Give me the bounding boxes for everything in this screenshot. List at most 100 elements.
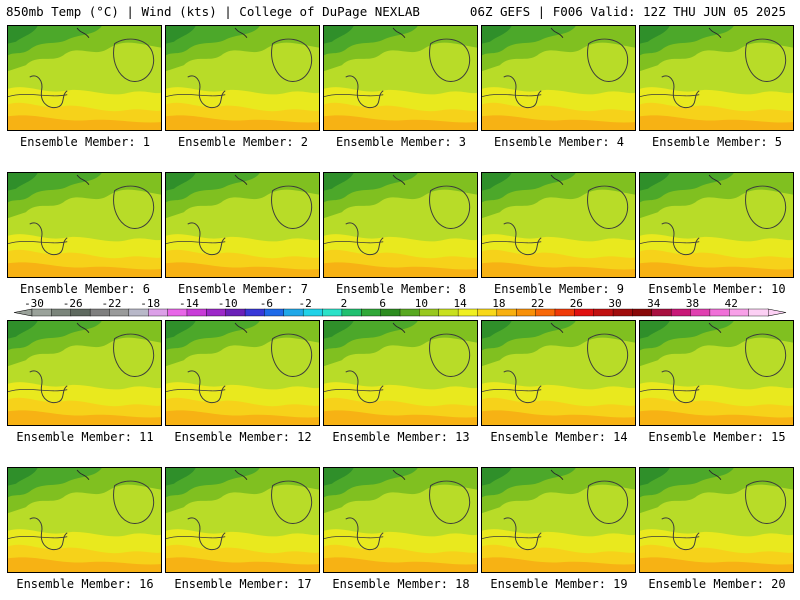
colorbar-swatch xyxy=(612,308,633,317)
ensemble-member-label: Ensemble Member: 18 xyxy=(332,577,470,591)
ensemble-member-label: Ensemble Member: 17 xyxy=(174,577,312,591)
colorbar-tick-label: -14 xyxy=(179,297,199,310)
ensemble-member-map xyxy=(639,320,794,426)
ensemble-member-label: Ensemble Member: 4 xyxy=(493,135,625,149)
colorbar-swatch xyxy=(70,308,91,317)
colorbar-swatch xyxy=(748,308,769,317)
colorbar-swatch xyxy=(51,308,72,317)
colorbar-tick-label: 30 xyxy=(608,297,621,310)
ensemble-member-map xyxy=(165,25,320,131)
colorbar-tick-label: -10 xyxy=(218,297,238,310)
ensemble-member-label: Ensemble Member: 19 xyxy=(490,577,628,591)
colorbar-swatch xyxy=(302,308,324,317)
colorbar-tick-label: 18 xyxy=(492,297,505,310)
ensemble-member-label: Ensemble Member: 6 xyxy=(19,282,151,296)
colorbar-tick-label: 6 xyxy=(379,297,386,310)
ensemble-member-label: Ensemble Member: 14 xyxy=(490,430,628,444)
map-title: 850mb Temp (°C) | Wind (kts) | College o… xyxy=(6,4,420,19)
ensemble-member-map xyxy=(481,25,636,131)
ensemble-member-label: Ensemble Member: 20 xyxy=(648,577,786,591)
colorbar-swatch xyxy=(477,308,498,317)
ensemble-member-label: Ensemble Member: 1 xyxy=(19,135,151,149)
colorbar-tick-label: 26 xyxy=(570,297,583,310)
ensemble-member-map xyxy=(165,320,320,426)
ensemble-member-map xyxy=(7,320,162,426)
colorbar-swatch xyxy=(535,308,556,317)
colorbar-swatch xyxy=(574,308,595,317)
ensemble-member-map xyxy=(481,320,636,426)
ensemble-member-label: Ensemble Member: 9 xyxy=(493,282,625,296)
colorbar-swatch xyxy=(322,308,343,317)
colorbar-tick-label: -2 xyxy=(299,297,312,310)
ensemble-member-map xyxy=(323,172,478,278)
colorbar-tick-label: 42 xyxy=(725,297,738,310)
colorbar-swatch xyxy=(438,308,459,317)
ensemble-member-map xyxy=(165,172,320,278)
colorbar-swatch xyxy=(554,308,575,317)
colorbar-swatch xyxy=(31,308,52,317)
colorbar-tick-label: -18 xyxy=(140,297,160,310)
colorbar-swatch xyxy=(361,308,382,317)
colorbar-swatch xyxy=(651,308,672,317)
colorbar-swatch xyxy=(89,308,110,317)
colorbar-swatch xyxy=(380,308,401,317)
colorbar-swatch xyxy=(709,308,730,317)
colorbar-tick-label: 14 xyxy=(453,297,467,310)
colorbar-swatch xyxy=(244,308,265,317)
colorbar-swatch xyxy=(148,308,169,317)
ensemble-member-label: Ensemble Member: 7 xyxy=(177,282,309,296)
colorbar-tick-label: -30 xyxy=(24,297,44,310)
colorbar-tick-label: 10 xyxy=(415,297,428,310)
colorbar-swatch xyxy=(341,308,362,317)
colorbar-low-arrow xyxy=(13,308,33,317)
colorbar-tick-label: 22 xyxy=(531,297,544,310)
ensemble-member-map xyxy=(323,25,478,131)
colorbar-swatch xyxy=(186,308,207,317)
ensemble-member-map xyxy=(639,25,794,131)
colorbar-tick-label: 34 xyxy=(647,297,661,310)
colorbar-swatch xyxy=(225,308,246,317)
ensemble-member-label: Ensemble Member: 13 xyxy=(332,430,470,444)
colorbar-swatch xyxy=(419,308,440,317)
colorbar-tick-label: 2 xyxy=(341,297,348,310)
ensemble-member-map xyxy=(323,320,478,426)
ensemble-member-map xyxy=(639,467,794,573)
colorbar-tick-label: 38 xyxy=(686,297,699,310)
colorbar-tick-label: -6 xyxy=(260,297,273,310)
ensemble-member-label: Ensemble Member: 11 xyxy=(16,430,154,444)
ensemble-member-map xyxy=(7,467,162,573)
colorbar-swatch xyxy=(128,308,149,317)
colorbar-swatch xyxy=(167,308,188,317)
colorbar-swatch xyxy=(516,308,537,317)
colorbar-high-arrow xyxy=(767,308,787,317)
colorbar-swatch xyxy=(593,308,614,317)
ensemble-member-map xyxy=(7,25,162,131)
ensemble-member-label: Ensemble Member: 3 xyxy=(335,135,467,149)
colorbar-tick-label: -22 xyxy=(102,297,122,310)
ensemble-member-map xyxy=(639,172,794,278)
colorbar-swatch xyxy=(457,308,478,317)
colorbar-swatch xyxy=(632,308,653,317)
ensemble-member-label: Ensemble Member: 12 xyxy=(174,430,312,444)
ensemble-member-label: Ensemble Member: 16 xyxy=(16,577,154,591)
ensemble-member-label: Ensemble Member: 8 xyxy=(335,282,467,296)
ensemble-member-label: Ensemble Member: 2 xyxy=(177,135,309,149)
ensemble-member-map xyxy=(165,467,320,573)
ensemble-member-map xyxy=(323,467,478,573)
ensemble-member-label: Ensemble Member: 10 xyxy=(648,282,786,296)
colorbar-swatch xyxy=(690,308,711,317)
run-valid-time: 06Z GEFS | F006 Valid: 12Z THU JUN 05 20… xyxy=(469,4,786,19)
colorbar-swatch xyxy=(206,308,227,317)
ensemble-member-map xyxy=(481,172,636,278)
colorbar-swatch xyxy=(729,308,750,317)
colorbar-swatch xyxy=(399,308,420,317)
ensemble-member-label: Ensemble Member: 15 xyxy=(648,430,786,444)
temperature-colorbar: -30 -26 -22 -18 -14 -10 -6 -2 2 6 10 14 18 22 26 30 34 38… xyxy=(0,296,800,320)
colorbar-tick-label: -26 xyxy=(63,297,83,310)
colorbar-swatch xyxy=(496,308,517,317)
ensemble-member-map xyxy=(7,172,162,278)
ensemble-member-label: Ensemble Member: 5 xyxy=(651,135,783,149)
ensemble-member-map xyxy=(481,467,636,573)
colorbar-swatch xyxy=(283,308,304,317)
colorbar-swatch xyxy=(109,308,130,317)
